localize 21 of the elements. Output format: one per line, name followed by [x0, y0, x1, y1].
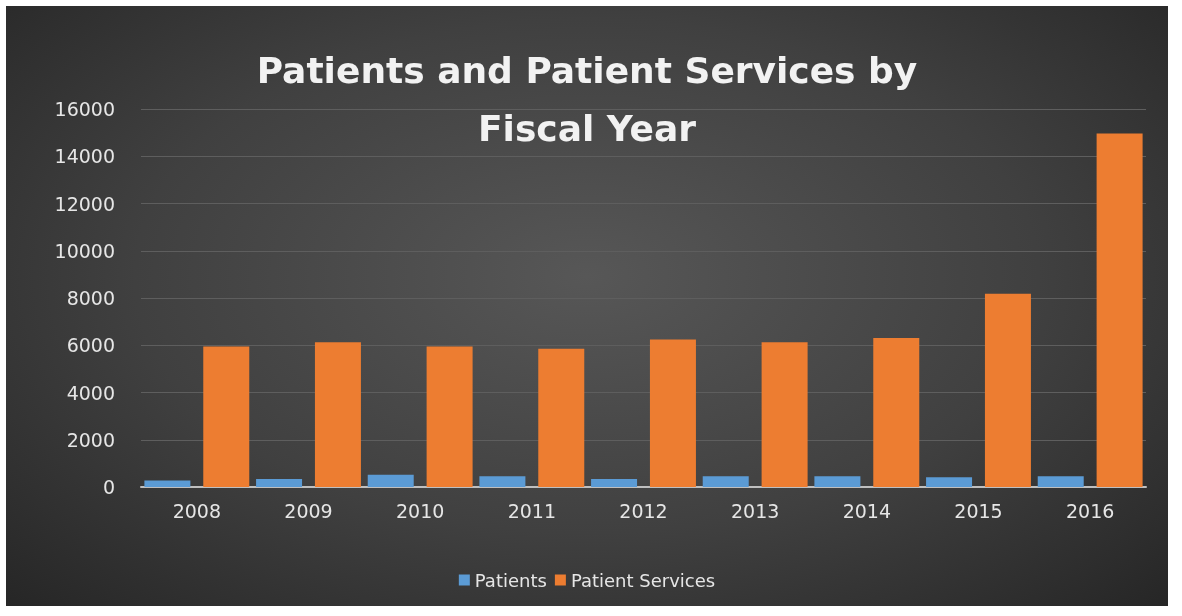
x-tick-label: 2010: [395, 499, 445, 522]
x-tick-label: 2012: [619, 499, 668, 522]
chart-title: Patients and Patient Services by Fiscal Year: [256, 49, 918, 149]
x-tick-label: 2011: [507, 499, 557, 522]
y-tick-label: 2000: [66, 428, 115, 451]
y-tick-label: 16000: [54, 98, 115, 120]
legend-label: Patient Services: [570, 569, 716, 591]
y-tick-label: 8000: [66, 287, 115, 309]
y-tick-label: 12000: [54, 192, 115, 215]
x-tick-label: 2013: [730, 499, 780, 522]
legend-label: Patients: [474, 569, 547, 591]
x-tick-label: 2015: [954, 499, 1003, 522]
y-tick-label: 10000: [54, 239, 115, 262]
y-tick-label: 4000: [66, 381, 115, 404]
y-tick-label: 6000: [66, 334, 115, 357]
y-tick-label: 0: [102, 476, 115, 498]
x-tick-label: 2009: [284, 499, 333, 522]
x-tick-label: 2008: [172, 499, 222, 522]
y-tick-label: 14000: [54, 145, 115, 168]
x-tick-label: 2014: [842, 499, 892, 522]
x-tick-label: 2016: [1065, 499, 1115, 522]
